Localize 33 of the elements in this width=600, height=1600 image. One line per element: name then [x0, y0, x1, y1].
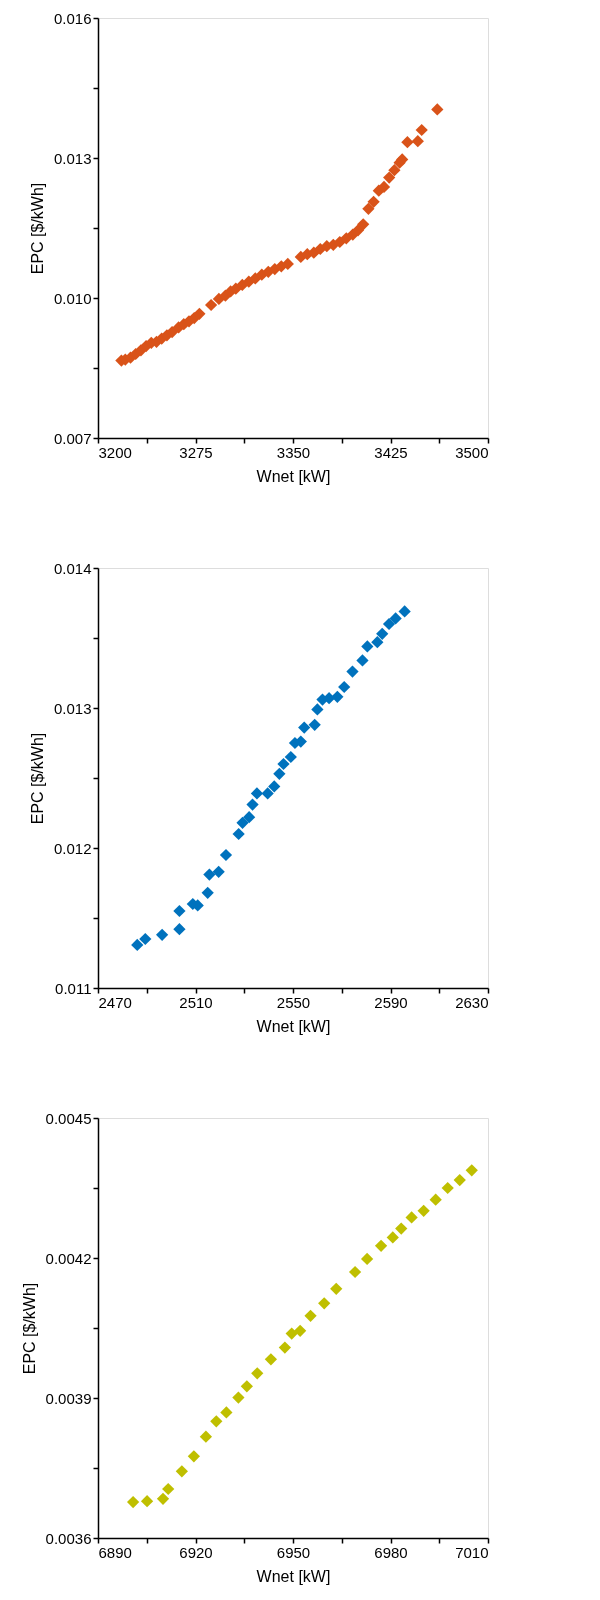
x-tick-label: 6920 [179, 1543, 213, 1561]
x-tick-label: 3350 [276, 443, 311, 461]
x-tick-label: 2510 [179, 993, 213, 1011]
y-tick-label: 0.007 [53, 429, 92, 447]
y-tick-label: 0.013 [53, 149, 92, 167]
x-tick-label: 6980 [374, 1543, 408, 1561]
x-tick-label: 3275 [179, 443, 213, 461]
x-tick-label: 3200 [98, 443, 132, 461]
y-tick-label: 0.010 [53, 289, 92, 307]
x-tick-label: 2630 [455, 993, 489, 1011]
y-tick-label: 0.0042 [45, 1249, 92, 1267]
x-axis-title: Wnet [kW] [256, 467, 331, 485]
x-tick-label: 3425 [374, 443, 408, 461]
x-tick-label: 2470 [98, 993, 132, 1011]
x-tick-label: 3500 [455, 443, 489, 461]
y-tick-label: 0.014 [53, 559, 92, 577]
y-tick-label: 0.011 [55, 979, 92, 997]
y-tick-label: 0.0036 [45, 1529, 92, 1547]
x-tick-label: 7010 [455, 1543, 489, 1561]
y-tick-label: 0.0045 [45, 1109, 92, 1127]
y-tick-label: 0.013 [53, 699, 92, 717]
x-tick-label: 2550 [276, 993, 311, 1011]
x-axis-title: Wnet [kW] [256, 1017, 331, 1035]
x-tick-label: 6890 [98, 1543, 132, 1561]
y-tick-label: 0.012 [53, 839, 92, 857]
x-axis-title: Wnet [kW] [256, 1567, 331, 1585]
y-tick-label: 0.0039 [45, 1389, 92, 1407]
y-tick-label: 0.016 [53, 9, 92, 27]
y-axis-title: EPC [$/kWh] [20, 1282, 38, 1375]
x-tick-label: 6950 [276, 1543, 311, 1561]
x-tick-label: 2590 [374, 993, 408, 1011]
y-axis-title: EPC [$/kWh] [28, 182, 46, 275]
y-axis-title: EPC [$/kWh] [28, 732, 46, 825]
